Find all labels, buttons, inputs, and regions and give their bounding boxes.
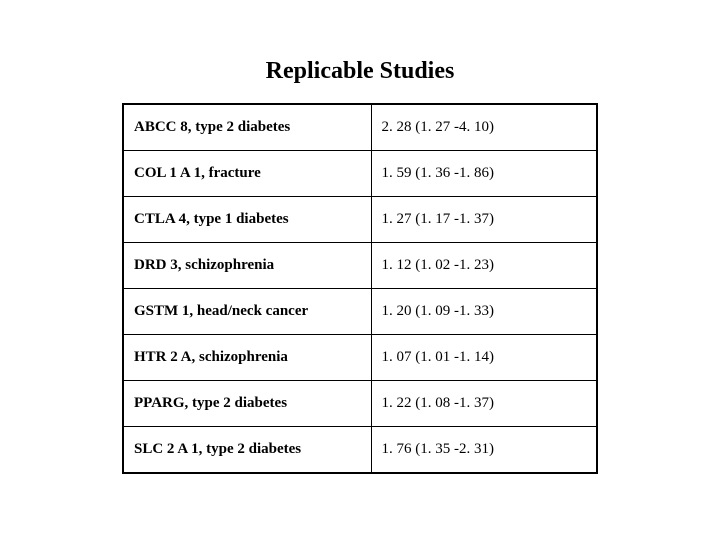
gene-cell: CTLA 4, type 1 diabetes [123, 197, 371, 243]
gene-cell: SLC 2 A 1, type 2 diabetes [123, 427, 371, 474]
table-row: HTR 2 A, schizophrenia 1. 07 (1. 01 -1. … [123, 335, 597, 381]
table-row: DRD 3, schizophrenia 1. 12 (1. 02 -1. 23… [123, 243, 597, 289]
gene-cell: PPARG, type 2 diabetes [123, 381, 371, 427]
value-cell: 1. 22 (1. 08 -1. 37) [371, 381, 597, 427]
value-cell: 1. 27 (1. 17 -1. 37) [371, 197, 597, 243]
gene-cell: ABCC 8, type 2 diabetes [123, 104, 371, 151]
table-row: GSTM 1, head/neck cancer 1. 20 (1. 09 -1… [123, 289, 597, 335]
table-row: SLC 2 A 1, type 2 diabetes 1. 76 (1. 35 … [123, 427, 597, 474]
table-row: PPARG, type 2 diabetes 1. 22 (1. 08 -1. … [123, 381, 597, 427]
table-row: ABCC 8, type 2 diabetes 2. 28 (1. 27 -4.… [123, 104, 597, 151]
value-cell: 1. 12 (1. 02 -1. 23) [371, 243, 597, 289]
studies-table: ABCC 8, type 2 diabetes 2. 28 (1. 27 -4.… [122, 103, 598, 474]
value-cell: 1. 59 (1. 36 -1. 86) [371, 151, 597, 197]
gene-cell: GSTM 1, head/neck cancer [123, 289, 371, 335]
table-body: ABCC 8, type 2 diabetes 2. 28 (1. 27 -4.… [123, 104, 597, 473]
value-cell: 2. 28 (1. 27 -4. 10) [371, 104, 597, 151]
gene-cell: DRD 3, schizophrenia [123, 243, 371, 289]
gene-cell: HTR 2 A, schizophrenia [123, 335, 371, 381]
value-cell: 1. 07 (1. 01 -1. 14) [371, 335, 597, 381]
table-row: CTLA 4, type 1 diabetes 1. 27 (1. 17 -1.… [123, 197, 597, 243]
table-row: COL 1 A 1, fracture 1. 59 (1. 36 -1. 86) [123, 151, 597, 197]
gene-cell: COL 1 A 1, fracture [123, 151, 371, 197]
value-cell: 1. 20 (1. 09 -1. 33) [371, 289, 597, 335]
page-title: Replicable Studies [266, 58, 455, 85]
value-cell: 1. 76 (1. 35 -2. 31) [371, 427, 597, 474]
